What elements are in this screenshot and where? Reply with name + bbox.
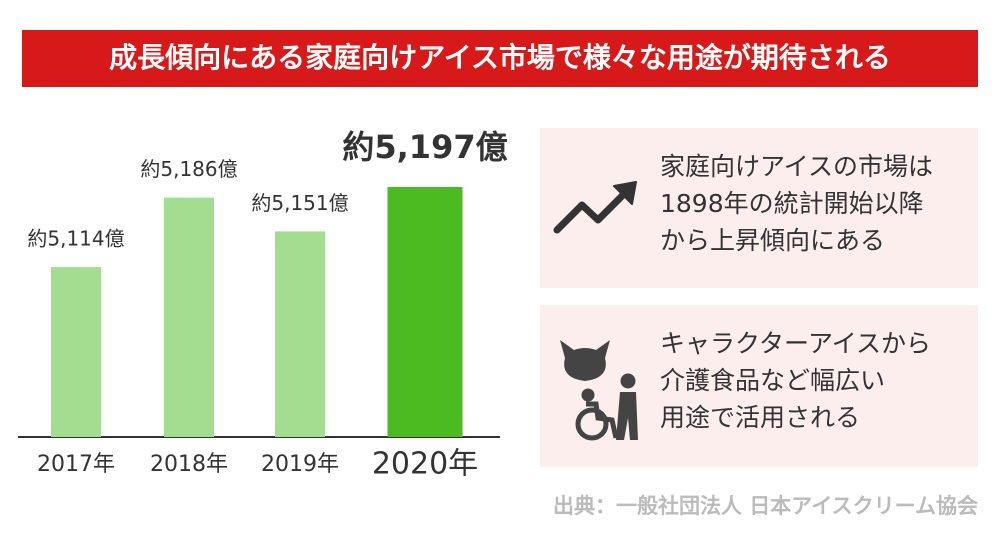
panel-text: 用途で活用される [660, 403, 860, 432]
title: 成長傾向にある家庭向けアイス市場で様々な用途が期待される [109, 41, 891, 74]
bar [275, 231, 325, 437]
panel-text: 介護食品など幅広い [660, 366, 885, 395]
panel-text: 家庭向けアイスの市場は [660, 152, 933, 181]
bar [387, 187, 463, 437]
bar [164, 197, 214, 437]
title-bar [22, 30, 978, 87]
source: 出典：一般社団法人 日本アイスクリーム協会 [553, 494, 978, 518]
trend-icon [553, 181, 637, 234]
panel [540, 305, 978, 467]
value-label: 約5,114億 [27, 227, 124, 251]
value-label: 約5,197億 [342, 128, 507, 166]
x-tick-label: 2019年 [261, 452, 339, 477]
bar [51, 267, 101, 437]
panel-text: キャラクターアイスから [660, 329, 931, 358]
x-tick-label: 2018年 [150, 452, 228, 477]
panel-text: から上昇傾向にある [660, 226, 885, 255]
care-icon [575, 373, 638, 441]
value-label: 約5,186億 [140, 157, 237, 181]
value-label: 約5,151億 [251, 191, 348, 215]
panel-text: 1898年の統計開始以降 [660, 189, 924, 218]
cat-icon [560, 340, 610, 381]
x-tick-label: 2020年 [372, 447, 478, 482]
x-tick-label: 2017年 [37, 452, 115, 477]
